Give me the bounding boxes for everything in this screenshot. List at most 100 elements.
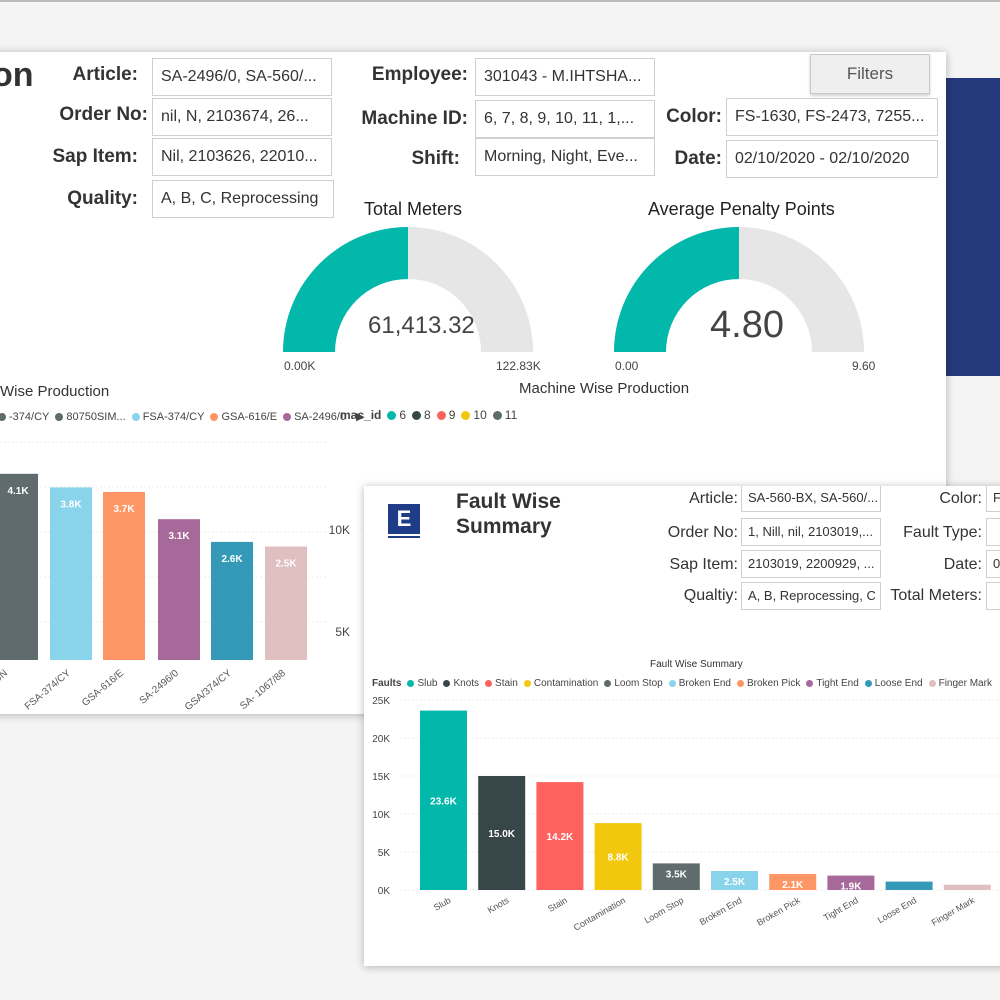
bar-FSA-374/CY[interactable] (50, 487, 92, 660)
bar-label: 1.9K (840, 882, 862, 893)
bar-SA- 1067/88[interactable] (265, 546, 307, 661)
legend-item[interactable]: Knots (453, 678, 480, 689)
employee-filter[interactable]: 301043 - M.IHTSHA... (475, 58, 655, 96)
bar-label: 23.6K (430, 796, 457, 807)
legend-item[interactable]: GSA-616/E (221, 410, 278, 423)
legend-item[interactable]: Tight End (816, 678, 859, 689)
legend-item[interactable]: 8 (424, 408, 431, 422)
article-chart-legend: -374/CY 80750SIM... FSA-374/CY GSA-616/E SA-… (0, 410, 365, 423)
legend-item[interactable]: Loose End (874, 678, 923, 689)
legend-item[interactable]: Broken End (678, 678, 731, 689)
filters-button[interactable]: Filters (810, 54, 930, 94)
bar-label: 2.5K (724, 877, 746, 888)
legend-dot (928, 680, 936, 687)
bar-label: 2.5K (275, 559, 297, 570)
order-no-label: Order No: (59, 104, 148, 125)
legend-item[interactable]: 80750SIM... (66, 410, 126, 423)
legend-dot (523, 680, 531, 687)
bar-label: 4.1K (7, 486, 29, 497)
category-label: Knots (486, 895, 511, 915)
bar-label: 3.5K (666, 869, 688, 880)
fs-total-meters-filter[interactable] (986, 582, 1000, 610)
category-label: Stain (546, 895, 569, 914)
fs-date-filter[interactable]: 0 (986, 550, 1000, 578)
category-label: Broken End (698, 895, 744, 927)
bar-label: 8.8K (608, 853, 630, 864)
legend-item[interactable]: 10 (473, 408, 487, 422)
bar-GSA-616/E[interactable] (103, 492, 145, 660)
category-label: Slub (432, 895, 453, 913)
fs-order-no-label: Order No: (667, 524, 738, 541)
legend-dot (443, 680, 451, 687)
fs-fault-type-filter[interactable] (986, 518, 1000, 546)
bar-broken-end[interactable] (711, 871, 758, 890)
fs-quality-label: Qualtiy: (683, 587, 738, 604)
fs-quality-filter[interactable]: A, B, Reprocessing, C (741, 582, 881, 610)
penalty-points-value: 4.80 (710, 304, 784, 346)
fs-sap-item-filter[interactable]: 2103019, 2200929, ... (741, 550, 881, 578)
legend-dot (604, 680, 612, 687)
shift-filter[interactable]: Morning, Night, Eve... (475, 138, 655, 176)
bar-loom-stop[interactable] (652, 863, 700, 890)
fault-chart-legend: Faults Slub Knots Stain Contamination Loom St… (372, 678, 992, 689)
top-border (0, 0, 1000, 2)
legend-dot (387, 410, 397, 420)
legend-item[interactable]: FSA-374/CY (142, 410, 205, 423)
total-meters-max: 122.83K (496, 359, 541, 373)
bar-ON[interactable] (0, 473, 38, 660)
machine-chart-legend: mac_id 6 8 9 10 11 (340, 408, 517, 422)
category-label: Tight End (822, 895, 860, 923)
legend-item[interactable]: 6 (399, 408, 407, 422)
sap-item-filter[interactable]: Nil, 2103626, 22010... (152, 138, 332, 176)
category-label: Broken Pick (755, 895, 802, 928)
fs-order-no-filter[interactable]: 1, Nill, nil, 2103019,... (741, 518, 881, 546)
bar-tight-end[interactable] (827, 875, 875, 890)
quality-filter[interactable]: A, B, C, Reprocessing (152, 180, 334, 218)
legend-item[interactable]: Loom Stop (614, 678, 663, 689)
legend-item[interactable]: 11 (504, 408, 518, 422)
y-tick-label: 15K (372, 772, 390, 783)
bar-GSA/374/CY[interactable] (211, 541, 253, 660)
article-filter[interactable]: SA-2496/0, SA-560/... (152, 58, 332, 96)
bar-knots[interactable] (478, 776, 526, 890)
y-tick-label: 0K (378, 886, 391, 897)
bar-stain[interactable] (536, 782, 584, 890)
y-tick-label: 10K (372, 810, 390, 821)
penalty-points-min: 0.00 (615, 359, 639, 373)
bar-slub[interactable] (420, 710, 467, 890)
legend-dot (131, 412, 140, 421)
category-label: Contamination (572, 895, 627, 933)
legend-item[interactable]: 9 (448, 408, 456, 422)
fs-sap-item-label: Sap Item: (669, 556, 738, 573)
legend-item[interactable]: -374/CY (9, 410, 50, 423)
legend-item[interactable]: Slub (417, 678, 438, 689)
date-filter[interactable]: 02/10/2020 - 02/10/2020 (726, 140, 938, 178)
gauge-fill (283, 227, 408, 352)
category-label: GSA/374/CY (183, 668, 234, 713)
legend-dot (668, 680, 676, 687)
y-tick-label: 5K (378, 848, 391, 859)
bar-finger-mark[interactable] (943, 884, 991, 890)
order-no-filter[interactable]: nil, N, 2103674, 26... (152, 98, 332, 136)
penalty-points-max: 9.60 (852, 359, 876, 373)
bar-loose-end[interactable] (885, 881, 933, 890)
bar-label: 2.6K (221, 554, 243, 565)
bar-SA-2496/0[interactable] (158, 519, 200, 660)
fs-color-filter[interactable]: F (986, 486, 1000, 512)
total-meters-gauge (283, 227, 533, 352)
fault-summary-chart: 25K 20K 15K 10K 5K 0K 23.6K Slub 15.0K Knots 14.2K… (372, 696, 1000, 933)
machine-id-filter[interactable]: 6, 7, 8, 9, 10, 11, 1,... (475, 100, 655, 138)
fs-article-filter[interactable]: SA-560-BX, SA-560/... (741, 486, 881, 512)
legend-item[interactable]: Stain (495, 678, 518, 689)
article-chart-title: Wise Production (0, 383, 110, 400)
bar-label: 3.8K (60, 499, 82, 510)
color-filter[interactable]: FS-1630, FS-2473, 7255... (726, 98, 938, 136)
legend-next-icon[interactable]: ▶ (356, 411, 365, 423)
legend-dot (806, 680, 814, 687)
bar-broken-pick[interactable] (769, 874, 817, 890)
legend-item[interactable]: Contamination (533, 678, 599, 689)
legend-item[interactable]: Broken Pick (746, 678, 801, 689)
legend-item[interactable]: SA-2496/0 (294, 410, 347, 423)
bar-contamination[interactable] (594, 823, 642, 890)
legend-item[interactable]: Finger Mark (938, 678, 992, 689)
